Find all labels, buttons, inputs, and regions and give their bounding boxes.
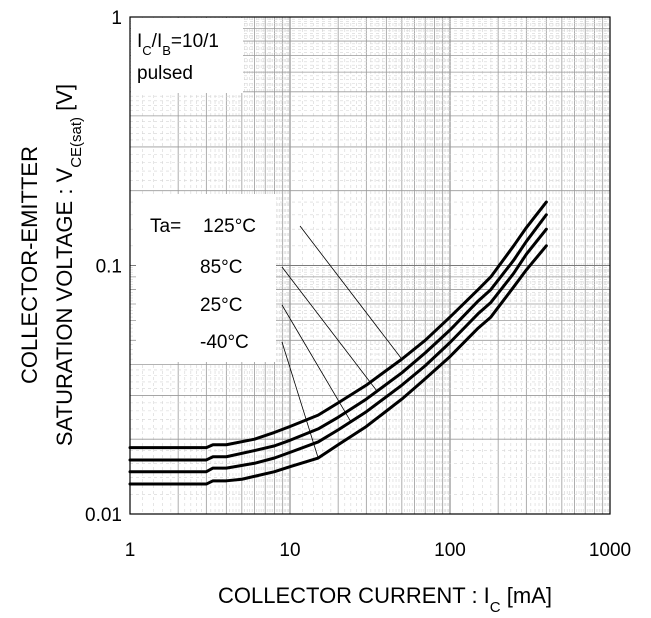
plot-area-frame [129, 16, 611, 515]
condition-box-background [131, 18, 243, 93]
series-lines [128, 200, 548, 486]
legend-pointers [281, 225, 403, 459]
legend-pointer-line [299, 225, 403, 360]
x-tick-label: 1 [125, 540, 136, 561]
series-line [128, 244, 548, 486]
legend-title: Ta= [150, 216, 181, 237]
legend-item-label: 125°C [203, 216, 256, 237]
x-tick-label: 1000 [589, 540, 631, 561]
y-axis-title-line2: SATURATION VOLTAGE : VCE(sat) [V] [52, 84, 85, 446]
y-tick-label: 1 [111, 8, 122, 29]
legend-items: 125°C 85°C 25°C -40°C [200, 216, 256, 353]
y-axis-title: COLLECTOR-EMITTER SATURATION VOLTAGE : V… [17, 84, 85, 446]
condition-pulsed-label: pulsed [137, 63, 193, 84]
condition-ratio-label: IC/IB=10/1 [137, 31, 219, 58]
y-tick-label: 0.1 [96, 257, 122, 278]
legend-item-label: -40°C [200, 332, 249, 353]
series-line [128, 227, 548, 474]
condition-box: IC/IB=10/1 pulsed [131, 18, 243, 93]
legend-item-label: 25°C [200, 295, 242, 316]
tick-labels: 1 10 100 1000 0.01 0.1 1 [85, 8, 631, 561]
legend-pointer-line [281, 266, 378, 392]
legend-pointer-line [281, 304, 352, 422]
series-line [128, 213, 548, 462]
y-axis-title-line1: COLLECTOR-EMITTER [17, 146, 42, 384]
x-tick-label: 10 [279, 540, 300, 561]
legend-item-label: 85°C [200, 257, 242, 278]
y-tick-label: 0.01 [85, 505, 122, 526]
series-line [128, 200, 548, 450]
legend-pointer-line [281, 341, 319, 459]
x-axis-title: COLLECTOR CURRENT : IC [mA] [218, 583, 552, 613]
legend: Ta= 125°C 85°C 25°C -40°C [136, 194, 276, 362]
legend-background [136, 194, 276, 362]
x-tick-label: 100 [434, 540, 466, 561]
